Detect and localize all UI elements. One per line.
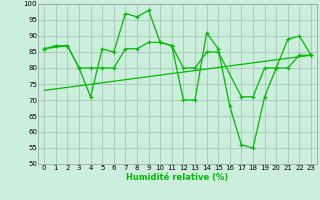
X-axis label: Humidité relative (%): Humidité relative (%) — [126, 173, 229, 182]
